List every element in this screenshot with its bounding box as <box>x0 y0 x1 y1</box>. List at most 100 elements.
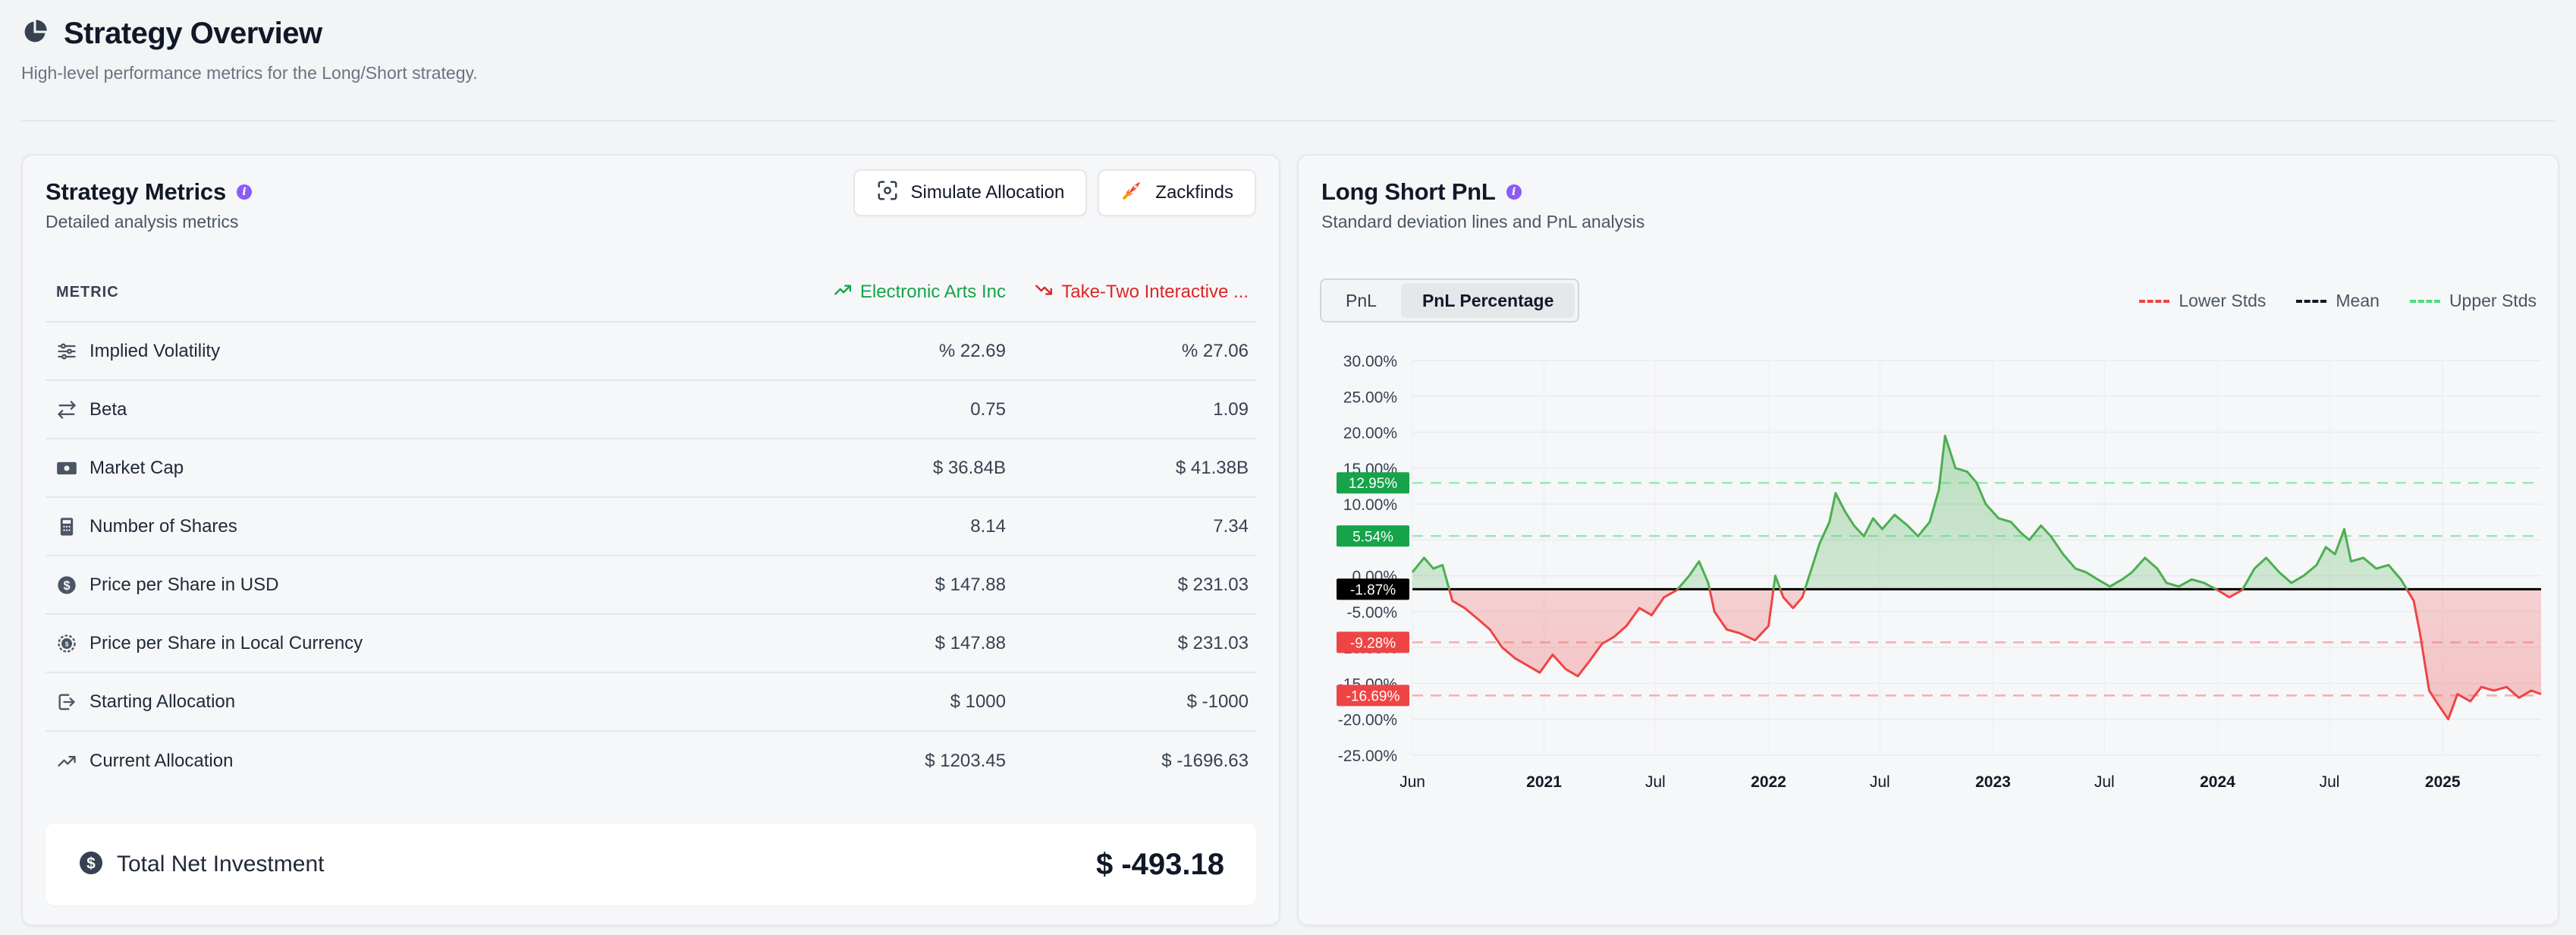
table-row: $ Price per Share in Local Currency $ 14… <box>46 615 1256 673</box>
metrics-card-subtitle: Detailed analysis metrics <box>46 212 239 231</box>
table-row: Beta 0.75 1.09 <box>46 381 1256 439</box>
y-tick-label: -20.00% <box>1338 712 1397 729</box>
legend-mean-label: Mean <box>2336 291 2380 310</box>
strategy-metrics-card: Strategy Metrics i Detailed analysis met… <box>21 154 1280 926</box>
short-ticker-name: Take-Two Interactive ... <box>1061 282 1249 302</box>
total-net-investment: $ Total Net Investment $ -493.18 <box>46 823 1256 905</box>
y-tick-label: -25.00% <box>1338 748 1397 765</box>
row-label: Implied Volatility <box>90 340 221 361</box>
info-icon[interactable]: i <box>1506 184 1522 200</box>
y-tick-label: -5.00% <box>1346 604 1397 622</box>
row-value-long: $ 1000 <box>950 691 1006 712</box>
y-tick-label: 10.00% <box>1343 496 1397 514</box>
short-ticker-header: Take-Two Interactive ... <box>1006 280 1256 305</box>
positive-area <box>1412 436 2541 590</box>
pie-chart-icon <box>21 18 49 49</box>
tab-pnl[interactable]: PnL <box>1346 290 1377 310</box>
lower-std-badge: -9.28% <box>1337 631 1409 653</box>
table-row: Implied Volatility % 22.69 % 27.06 <box>46 323 1256 381</box>
svg-text:$: $ <box>86 855 96 872</box>
total-label: Total Net Investment <box>117 852 325 877</box>
legend-mean[interactable]: Mean <box>2296 291 2380 311</box>
page-subtitle: High-level performance metrics for the L… <box>21 63 478 83</box>
pnl-card-title: Long Short PnL <box>1321 178 1496 205</box>
legend-lower-label: Lower Stds <box>2179 291 2267 310</box>
row-value-short: $ 41.38B <box>1175 457 1249 478</box>
mean-badge-text: -1.87% <box>1350 582 1396 598</box>
sliders-icon <box>46 341 82 362</box>
row-value-short: $ 231.03 <box>1177 632 1249 653</box>
row-value-long: 8.14 <box>970 515 1006 537</box>
page-title: Strategy Overview <box>64 17 322 50</box>
y-tick-label: 30.00% <box>1343 353 1397 370</box>
upper-std-badge-text: 5.54% <box>1352 529 1393 545</box>
legend-upper-stds[interactable]: Upper Stds <box>2409 291 2537 311</box>
metric-column-header: METRIC <box>56 283 119 301</box>
globe-currency-icon: $ <box>46 633 82 654</box>
legend-upper-label: Upper Stds <box>2449 291 2537 310</box>
upper-std-badge: 5.54% <box>1337 525 1409 547</box>
row-value-short: 7.34 <box>1213 515 1249 537</box>
calculator-icon <box>46 516 82 537</box>
page-header: Strategy Overview High-level performance… <box>21 17 2555 83</box>
x-tick-label: 2025 <box>2425 773 2461 791</box>
header-divider <box>21 120 2555 121</box>
total-value: $ -493.18 <box>1095 847 1224 881</box>
x-tick-label: Jul <box>2320 773 2340 791</box>
logout-icon <box>46 691 82 713</box>
upper-std-badge-bg <box>1337 472 1409 494</box>
row-value-short: $ 231.03 <box>1177 574 1249 595</box>
upper-std-badge-text: 12.95% <box>1349 476 1398 492</box>
tab-pnl-percentage[interactable]: PnL Percentage <box>1400 283 1575 318</box>
long-short-pnl-card: Long Short PnL i Standard deviation line… <box>1297 154 2559 926</box>
y-tick-label: 25.00% <box>1343 389 1397 406</box>
row-label: Current Allocation <box>90 750 234 771</box>
arrows-exchange-icon <box>46 399 82 420</box>
row-value-short: % 27.06 <box>1181 340 1249 361</box>
rocket-icon <box>1120 179 1143 207</box>
table-row: Number of Shares 8.14 7.34 <box>46 498 1256 556</box>
x-tick-label: Jun <box>1400 773 1425 791</box>
x-tick-label: 2023 <box>1975 773 2011 791</box>
info-icon[interactable]: i <box>237 184 253 200</box>
table-row: $ Price per Share in USD $ 147.88 $ 231.… <box>46 556 1256 615</box>
chart-legend: Lower Stds Mean Upper Stds <box>2139 291 2537 311</box>
zackfinds-label: Zackfinds <box>1155 182 1233 203</box>
table-row: Current Allocation $ 1203.45 $ -1696.63 <box>46 732 1256 790</box>
pnl-percentage-chart[interactable]: 30.00%25.00%20.00%15.00%10.00%5.00%0.00%… <box>1299 345 2561 907</box>
row-value-long: % 22.69 <box>938 340 1006 361</box>
table-row: Market Cap $ 36.84B $ 41.38B <box>46 439 1256 498</box>
simulate-allocation-button[interactable]: Simulate Allocation <box>853 169 1088 216</box>
svg-text:$: $ <box>65 641 69 647</box>
row-value-long: $ 147.88 <box>935 574 1006 595</box>
mean-badge: -1.87% <box>1337 578 1409 600</box>
row-value-long: $ 147.88 <box>935 632 1006 653</box>
upper-std-badge: 12.95% <box>1337 472 1409 494</box>
pnl-line-negative <box>1447 589 2542 721</box>
row-label: Price per Share in USD <box>90 574 279 595</box>
x-tick-label: Jul <box>1645 773 1666 791</box>
lower-std-badge-text: -16.69% <box>1346 688 1400 704</box>
trending-up-icon <box>833 280 853 305</box>
lower-std-badge-text: -9.28% <box>1350 635 1396 651</box>
upper-std-badge-bg <box>1337 525 1409 547</box>
x-tick-label: 2022 <box>1751 773 1786 791</box>
row-label: Price per Share in Local Currency <box>90 632 363 653</box>
trending-down-icon <box>1034 280 1054 305</box>
lower-std-badge-bg <box>1337 685 1409 707</box>
row-label: Number of Shares <box>90 515 237 537</box>
pnl-mode-toggle: PnL PnL Percentage <box>1320 279 1580 323</box>
x-tick-label: 2024 <box>2200 773 2235 791</box>
row-label: Starting Allocation <box>90 691 236 712</box>
legend-lower-stds[interactable]: Lower Stds <box>2139 291 2266 311</box>
x-tick-label: Jul <box>2094 773 2115 791</box>
row-label: Beta <box>90 398 127 420</box>
table-header: METRIC Electronic Arts Inc Take-Two Inte… <box>46 263 1256 323</box>
long-ticker-header: Electronic Arts Inc <box>771 280 1006 305</box>
row-value-long: $ 1203.45 <box>925 750 1006 771</box>
metrics-card-title: Strategy Metrics <box>46 178 227 205</box>
pnl-card-subtitle: Standard deviation lines and PnL analysi… <box>1321 212 1645 231</box>
zackfinds-button[interactable]: Zackfinds <box>1098 169 1256 216</box>
x-tick-label: 2021 <box>1526 773 1562 791</box>
mean-badge-bg <box>1337 578 1409 600</box>
